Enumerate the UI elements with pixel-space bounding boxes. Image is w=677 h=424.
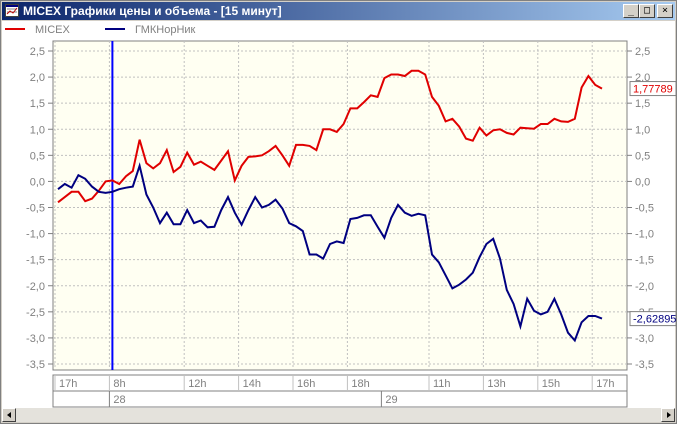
x-tick-label: 18h	[351, 378, 369, 390]
y-axis-left: 2,5 2,0 1,5 1,0 0,5 0,0 -0,5 -1,0 -1,5 -2,0 -2,5 -3…	[26, 46, 53, 371]
x-tick-label: 17h	[59, 378, 77, 390]
y-tick-label-right: -2,0	[635, 281, 654, 293]
y-tick-label-right: -0,5	[635, 203, 654, 215]
svg-text:-2,62895: -2,62895	[633, 314, 676, 326]
x-axis-date-labels: 28 29	[108, 391, 398, 407]
y-tick-label-left: -3,0	[26, 333, 45, 345]
maximize-button[interactable]: □	[639, 4, 655, 18]
x-date-label: 28	[113, 394, 125, 406]
x-tick-label: 14h	[243, 378, 261, 390]
y-tick-label-left: 1,5	[30, 98, 45, 110]
y-tick-label-left: 2,0	[30, 72, 45, 84]
arrow-left-icon	[7, 412, 11, 418]
chart-area[interactable]: MICEX ГМКНорНик 2,5 2,0 1,5 1,0 0,5 0,0 -0,5 -1…	[1, 1, 676, 408]
plot-area	[52, 40, 628, 371]
y-tick-label-right: 0,5	[635, 150, 650, 162]
x-tick-label: 17h	[596, 378, 614, 390]
x-tick-label: 13h	[487, 378, 505, 390]
y-tick-label-left: -1,0	[26, 229, 45, 241]
legend-label-micex: MICEX	[35, 24, 71, 36]
x-tick-label: 15h	[542, 378, 560, 390]
y-tick-label-left: 1,0	[30, 124, 45, 136]
y-tick-label-left: -3,5	[26, 359, 45, 371]
legend-label-gmk: ГМКНорНик	[135, 24, 196, 36]
x-tick-label: 11h	[433, 378, 451, 390]
close-button[interactable]: ×	[657, 4, 673, 18]
y-tick-label-left: 2,5	[30, 46, 45, 58]
y-tick-label-right: -3,5	[635, 359, 654, 371]
y-tick-label-right: -1,0	[635, 229, 654, 241]
window-title: MICEX Графики цены и объема - [15 минут]	[23, 4, 282, 18]
x-tick-label: 12h	[188, 378, 206, 390]
chart-app-icon	[5, 4, 19, 17]
series-line-gmk	[57, 162, 603, 343]
y-tick-label-left: -2,0	[26, 281, 45, 293]
y-tick-label-right: 0,0	[635, 176, 650, 188]
y-tick-label-left: 0,0	[30, 176, 45, 188]
horizontal-scrollbar[interactable]	[2, 408, 675, 422]
x-tick-label: 8h	[113, 378, 125, 390]
last-value-label-micex: 1,77789	[629, 81, 676, 97]
y-tick-label-left: 0,5	[30, 150, 45, 162]
y-tick-label-right: 1,0	[635, 124, 650, 136]
y-tick-label-right: -3,0	[635, 333, 654, 345]
title-bar[interactable]: MICEX Графики цены и объема - [15 минут]…	[2, 2, 675, 20]
svg-text:1,77789: 1,77789	[633, 84, 673, 96]
y-tick-label-right: -1,5	[635, 255, 654, 267]
y-tick-label-right: 1,5	[635, 98, 650, 110]
y-tick-label-left: -2,5	[26, 307, 45, 319]
grid	[53, 41, 627, 370]
x-date-label: 29	[385, 394, 397, 406]
x-axis-time-labels: 17h 8h 12h 14h 16h 18h 11h 13h 15h 17h	[54, 375, 615, 391]
scroll-right-button[interactable]	[661, 408, 675, 422]
y-tick-label-left: -0,5	[26, 203, 45, 215]
arrow-right-icon	[667, 412, 671, 418]
x-tick-label: 16h	[297, 378, 315, 390]
scroll-left-button[interactable]	[2, 408, 16, 422]
last-value-label-gmk: -2,62895	[629, 311, 676, 327]
y-tick-label-left: -1,5	[26, 255, 45, 267]
y-tick-label-right: 2,5	[635, 46, 650, 58]
minimize-button[interactable]: _	[623, 4, 639, 18]
series-line-micex	[57, 69, 603, 204]
